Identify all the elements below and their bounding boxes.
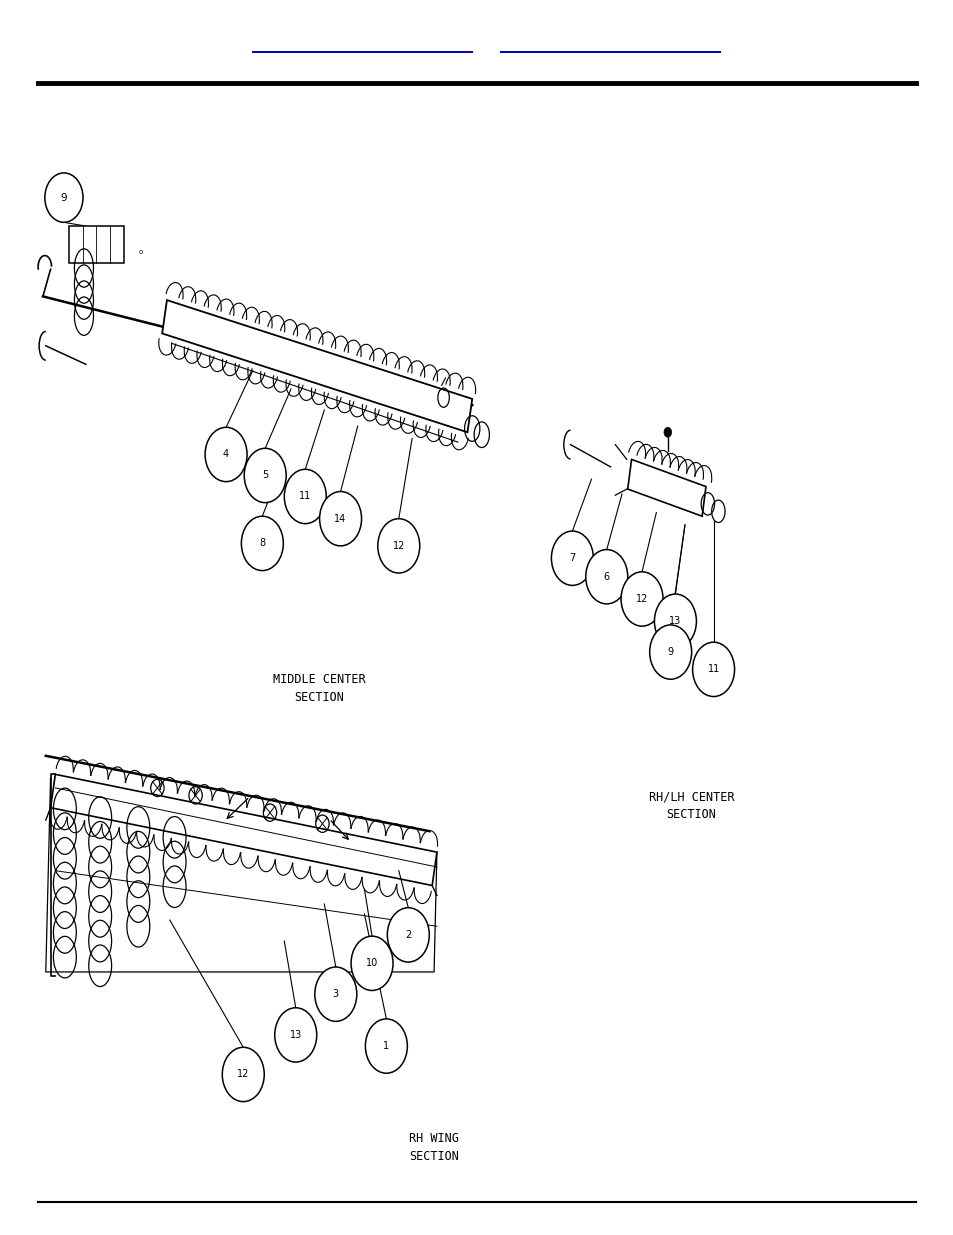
Text: 10: 10 [366, 958, 377, 968]
Text: RH/LH CENTER
SECTION: RH/LH CENTER SECTION [648, 790, 734, 821]
Circle shape [365, 1019, 407, 1073]
Text: 9: 9 [667, 647, 673, 657]
Text: 7: 7 [569, 553, 575, 563]
Circle shape [222, 1047, 264, 1102]
Circle shape [387, 908, 429, 962]
Circle shape [654, 594, 696, 648]
Circle shape [692, 642, 734, 697]
Circle shape [314, 967, 356, 1021]
Text: 4: 4 [223, 450, 229, 459]
Polygon shape [51, 774, 436, 885]
Text: 6: 6 [603, 572, 609, 582]
Circle shape [620, 572, 662, 626]
Text: 3: 3 [333, 989, 338, 999]
Text: 12: 12 [636, 594, 647, 604]
Text: 11: 11 [299, 492, 311, 501]
FancyBboxPatch shape [69, 226, 124, 263]
Circle shape [649, 625, 691, 679]
Circle shape [284, 469, 326, 524]
Text: 11: 11 [707, 664, 719, 674]
Polygon shape [162, 300, 472, 432]
Text: 8: 8 [259, 538, 265, 548]
Text: 13: 13 [290, 1030, 301, 1040]
Circle shape [205, 427, 247, 482]
Text: 12: 12 [393, 541, 404, 551]
Circle shape [45, 173, 83, 222]
Text: MIDDLE CENTER
SECTION: MIDDLE CENTER SECTION [273, 673, 366, 704]
Text: 13: 13 [669, 616, 680, 626]
Text: RH WING
SECTION: RH WING SECTION [409, 1132, 458, 1163]
Circle shape [274, 1008, 316, 1062]
Circle shape [377, 519, 419, 573]
Text: 5: 5 [262, 471, 268, 480]
Circle shape [551, 531, 593, 585]
Circle shape [244, 448, 286, 503]
Text: 1: 1 [383, 1041, 389, 1051]
Circle shape [241, 516, 283, 571]
Text: 12: 12 [237, 1070, 249, 1079]
Circle shape [663, 427, 671, 437]
Circle shape [319, 492, 361, 546]
Text: 2: 2 [405, 930, 411, 940]
Text: o: o [139, 249, 143, 254]
Circle shape [585, 550, 627, 604]
Circle shape [351, 936, 393, 990]
Polygon shape [627, 459, 705, 516]
Text: 14: 14 [335, 514, 346, 524]
Text: 9: 9 [61, 193, 67, 203]
